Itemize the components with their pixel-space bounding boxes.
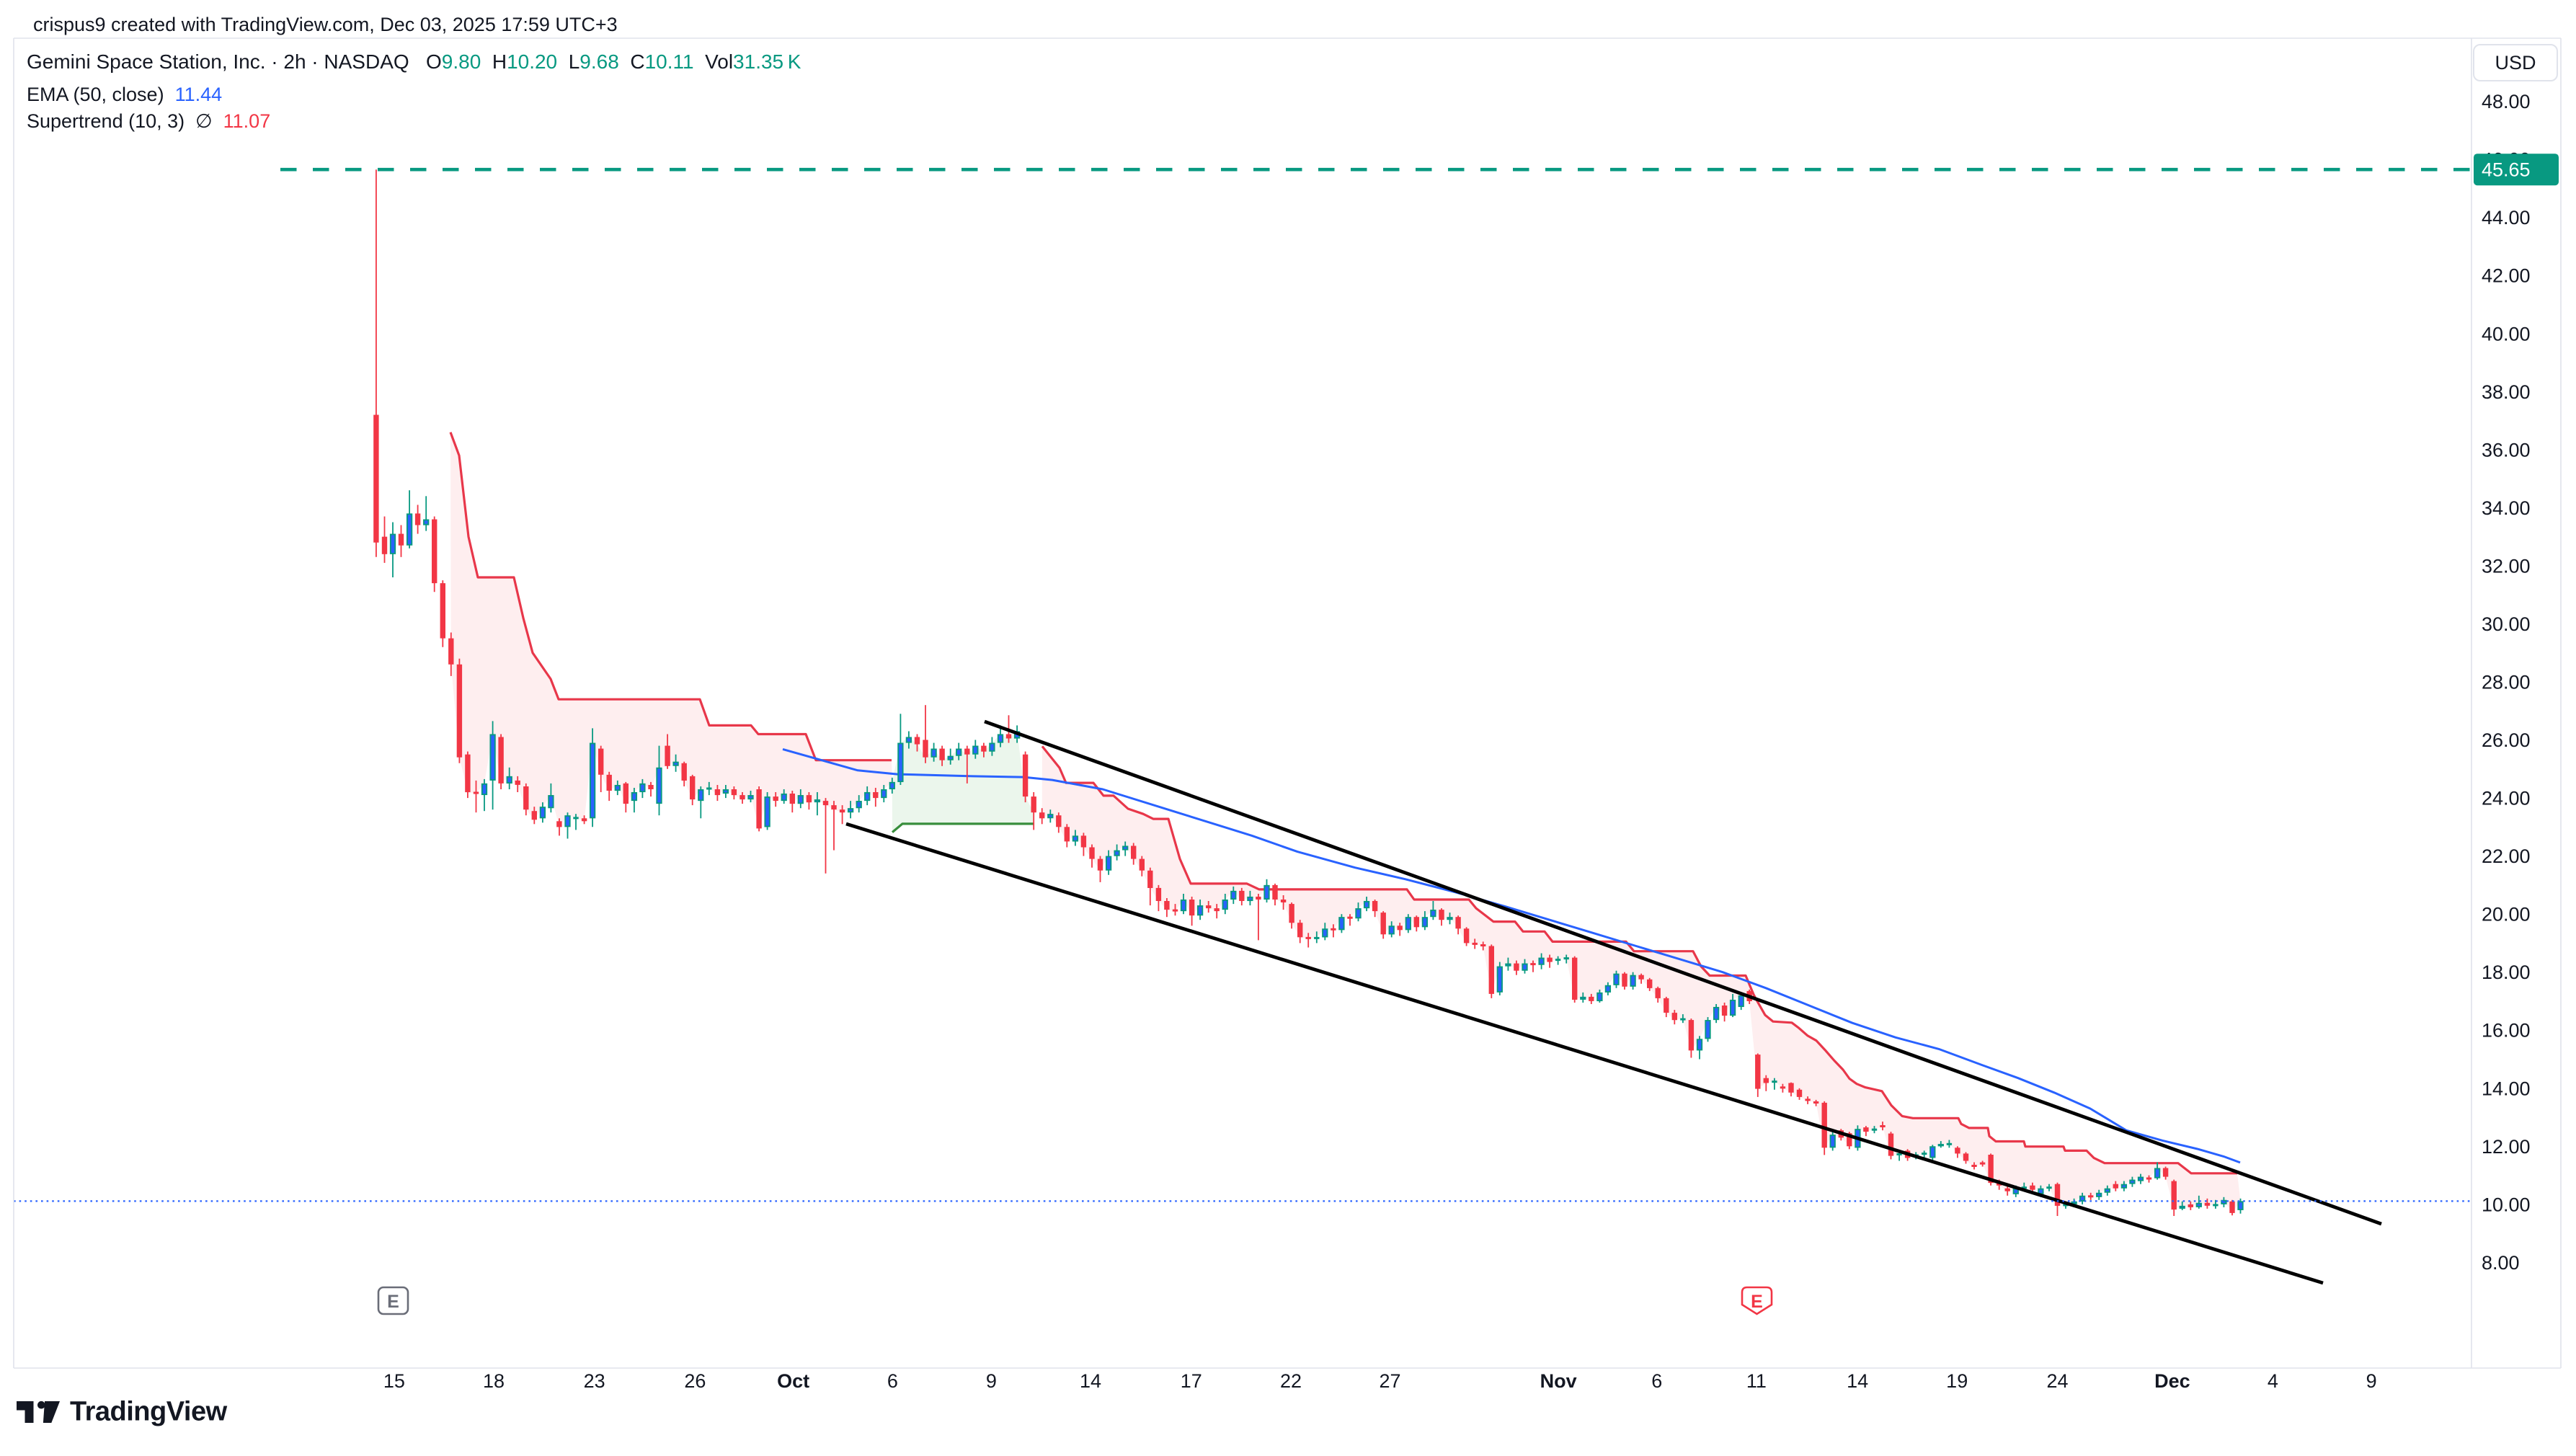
svg-text:17: 17 bbox=[1181, 1370, 1202, 1392]
svg-text:Oct: Oct bbox=[777, 1370, 809, 1392]
svg-text:30.00: 30.00 bbox=[2482, 613, 2531, 635]
svg-text:EMA (50, close) 11.44: EMA (50, close) 11.44 bbox=[27, 84, 222, 105]
svg-text:Dec: Dec bbox=[2154, 1370, 2190, 1392]
svg-text:22: 22 bbox=[1280, 1370, 1302, 1392]
svg-text:22.00: 22.00 bbox=[2482, 845, 2531, 867]
svg-text:8.00: 8.00 bbox=[2482, 1252, 2520, 1274]
svg-text:40.00: 40.00 bbox=[2482, 323, 2531, 345]
svg-text:crispus9 created with TradingV: crispus9 created with TradingView.com, D… bbox=[33, 14, 618, 35]
svg-text:Supertrend (10, 3) ∅ 11.07: Supertrend (10, 3) ∅ 11.07 bbox=[27, 110, 270, 132]
svg-text:6: 6 bbox=[887, 1370, 898, 1392]
svg-text:24: 24 bbox=[2046, 1370, 2068, 1392]
svg-text:42.00: 42.00 bbox=[2482, 265, 2531, 287]
svg-text:10.00: 10.00 bbox=[2482, 1194, 2531, 1215]
svg-text:USD: USD bbox=[2495, 52, 2536, 74]
svg-text:Nov: Nov bbox=[1540, 1370, 1577, 1392]
svg-text:11: 11 bbox=[1746, 1370, 1767, 1392]
svg-text:36.00: 36.00 bbox=[2482, 439, 2531, 461]
svg-text:16.00: 16.00 bbox=[2482, 1020, 2531, 1042]
svg-text:44.00: 44.00 bbox=[2482, 207, 2531, 228]
svg-text:18: 18 bbox=[483, 1370, 505, 1392]
svg-text:27: 27 bbox=[1379, 1370, 1400, 1392]
svg-text:15: 15 bbox=[383, 1370, 405, 1392]
svg-text:4: 4 bbox=[2268, 1370, 2278, 1392]
svg-text:26.00: 26.00 bbox=[2482, 729, 2531, 751]
svg-text:TradingView: TradingView bbox=[70, 1397, 228, 1427]
svg-text:26: 26 bbox=[684, 1370, 706, 1392]
svg-text:28.00: 28.00 bbox=[2482, 672, 2531, 693]
svg-text:Gemini Space Station, Inc. · 2: Gemini Space Station, Inc. · 2h · NASDAQ… bbox=[27, 50, 801, 73]
svg-text:14.00: 14.00 bbox=[2482, 1078, 2531, 1099]
svg-text:19: 19 bbox=[1946, 1370, 1968, 1392]
svg-text:24.00: 24.00 bbox=[2482, 788, 2531, 809]
svg-text:20.00: 20.00 bbox=[2482, 904, 2531, 925]
svg-text:45.65: 45.65 bbox=[2482, 159, 2531, 181]
svg-text:12.00: 12.00 bbox=[2482, 1136, 2531, 1158]
svg-text:E: E bbox=[1751, 1292, 1763, 1312]
svg-text:34.00: 34.00 bbox=[2482, 497, 2531, 519]
svg-text:23: 23 bbox=[584, 1370, 605, 1392]
svg-text:6: 6 bbox=[1651, 1370, 1662, 1392]
svg-text:14: 14 bbox=[1847, 1370, 1868, 1392]
svg-text:9: 9 bbox=[986, 1370, 997, 1392]
svg-text:32.00: 32.00 bbox=[2482, 555, 2531, 577]
svg-text:48.00: 48.00 bbox=[2482, 91, 2531, 112]
svg-text:38.00: 38.00 bbox=[2482, 381, 2531, 403]
svg-text:18.00: 18.00 bbox=[2482, 962, 2531, 983]
svg-text:9: 9 bbox=[2366, 1370, 2377, 1392]
svg-text:14: 14 bbox=[1080, 1370, 1101, 1392]
svg-text:E: E bbox=[387, 1292, 399, 1312]
